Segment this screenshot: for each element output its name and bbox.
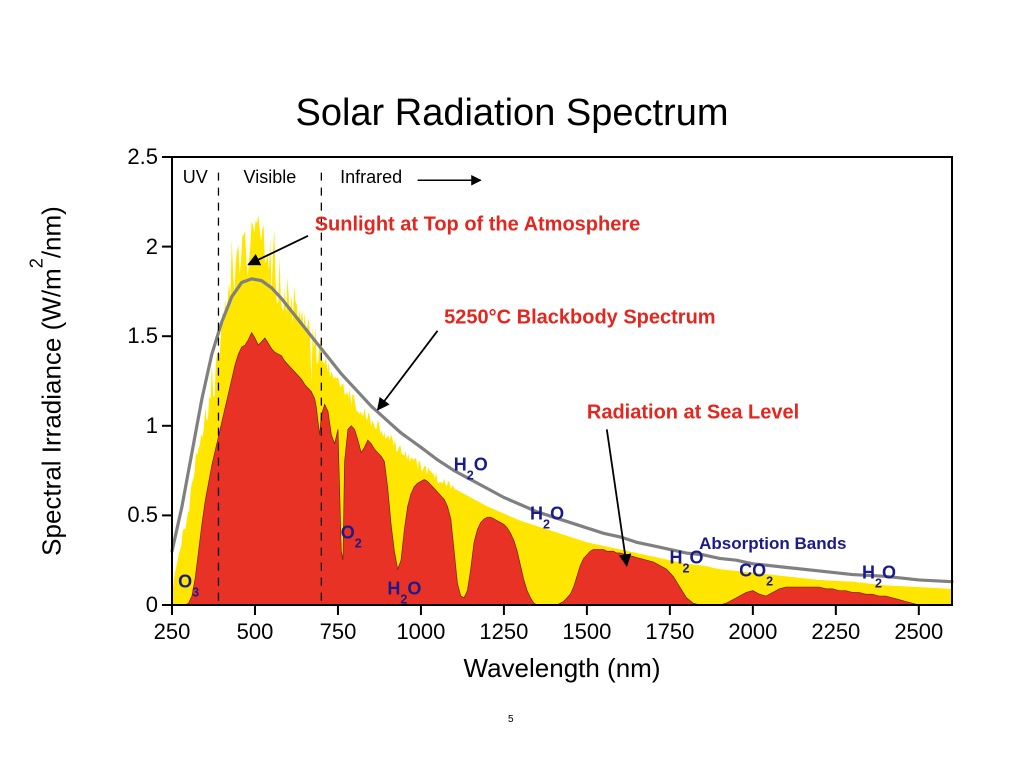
region-label-visible: Visible <box>244 167 297 188</box>
annotation-red-0: Sunlight at Top of the Atmosphere <box>315 214 641 237</box>
page-number: 5 <box>508 714 514 725</box>
ytick-label: 0 <box>102 592 158 618</box>
x-axis-label: Wavelength (nm) <box>172 653 952 684</box>
xtick-label: 1500 <box>562 619 611 645</box>
annotation-arrow-1 <box>378 331 438 410</box>
annotation-arrow-2 <box>607 429 627 565</box>
xtick-label: 1250 <box>479 619 528 645</box>
xtick-label: 2000 <box>728 619 777 645</box>
xtick-label: 2500 <box>894 619 943 645</box>
annotation-navy-6: CO2 <box>739 560 773 581</box>
annotation-red-2: Radiation at Sea Level <box>587 402 799 425</box>
ytick-label: 0.5 <box>102 502 158 528</box>
annotation-navy-4: H2O <box>530 503 564 524</box>
annotation-red-1: 5250°C Blackbody Spectrum <box>444 307 715 330</box>
xtick-label: 750 <box>320 619 357 645</box>
region-label-infrared: Infrared <box>340 167 402 188</box>
annotation-navy-0: O3 <box>178 571 199 592</box>
xtick-label: 1000 <box>396 619 445 645</box>
annotation-navy-2: H2O <box>387 578 421 599</box>
ytick-label: 2.5 <box>102 144 158 170</box>
xtick-label: 2250 <box>811 619 860 645</box>
ytick-label: 1 <box>102 413 158 439</box>
xtick-label: 500 <box>237 619 274 645</box>
xtick-label: 1750 <box>645 619 694 645</box>
region-label-uv: UV <box>183 167 208 188</box>
annotation-navy-3: H2O <box>454 455 488 476</box>
annotation-navy-7: H2O <box>862 562 896 583</box>
xtick-label: 250 <box>154 619 191 645</box>
ytick-label: 1.5 <box>102 323 158 349</box>
annotation-navy-8: Absorption Bands <box>699 534 846 554</box>
annotation-navy-1: O2 <box>341 523 362 544</box>
chart-root: Solar Radiation Spectrum 250500750100012… <box>0 0 1024 768</box>
ytick-label: 2 <box>102 234 158 260</box>
y-axis-label: Spectral Irradiance (W/m2/nm) <box>37 206 68 556</box>
